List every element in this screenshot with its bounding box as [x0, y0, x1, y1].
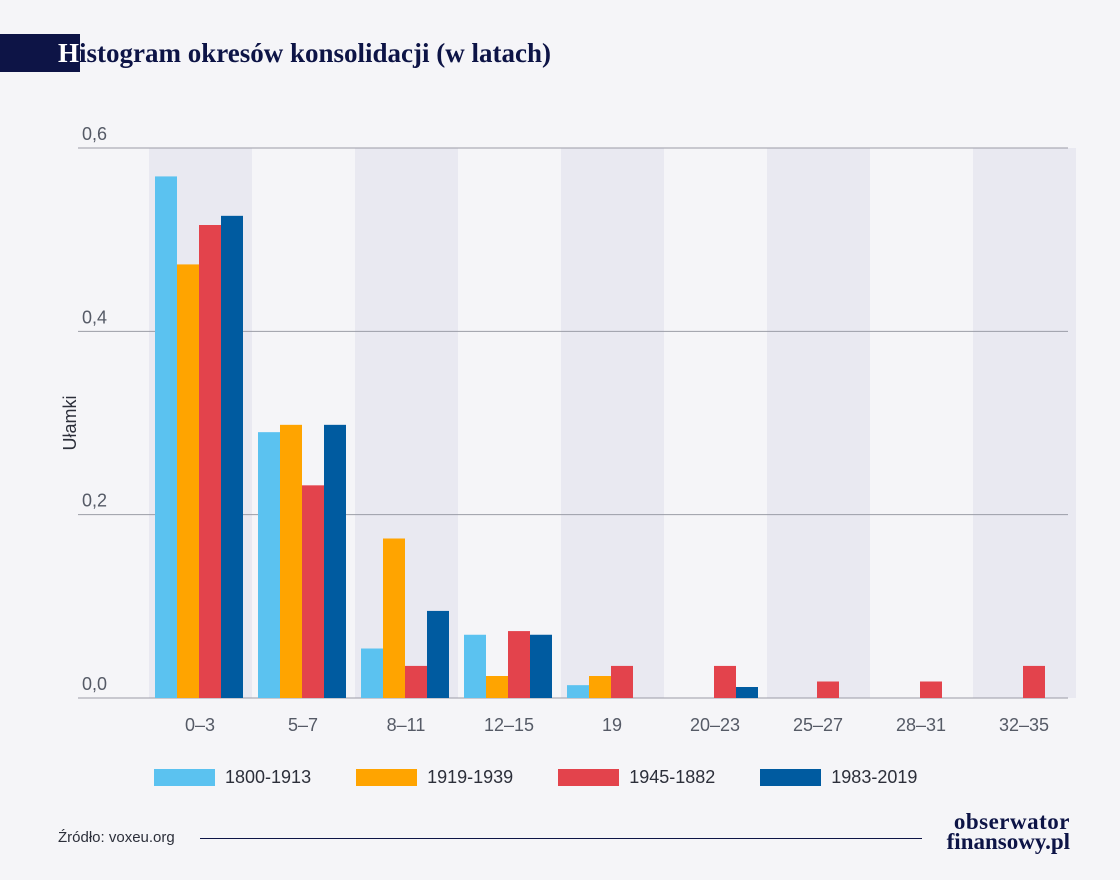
bar-1983-2019-12–15 — [530, 634, 552, 698]
bar-1945-1882-25–27 — [817, 681, 839, 698]
bar-1800-1913-12–15 — [464, 634, 486, 698]
x-tick-label: 20–23 — [690, 715, 740, 735]
x-tick-label: 28–31 — [896, 715, 946, 735]
bar-1919-1939-12–15 — [486, 676, 508, 698]
legend-label: 1983-2019 — [831, 766, 918, 787]
bar-1983-2019-8–11 — [427, 610, 449, 698]
publisher-logo: obserwator finansowy.pl — [930, 809, 1070, 854]
y-tick-label: 0,0 — [82, 674, 107, 694]
column-band — [561, 148, 664, 698]
bar-1945-1882-20–23 — [714, 665, 736, 698]
x-tick-label: 12–15 — [484, 715, 534, 735]
bar-1945-1882-5–7 — [302, 485, 324, 698]
legend-item-1919-1939: 1919-1939 — [356, 767, 513, 788]
bar-1945-1882-28–31 — [920, 681, 942, 698]
x-tick-label: 19 — [602, 715, 622, 735]
bar-1919-1939-8–11 — [383, 538, 405, 698]
x-tick-label: 25–27 — [793, 715, 843, 735]
legend-label: 1800-1913 — [225, 766, 312, 787]
logo-line-2: finansowy.pl — [946, 829, 1070, 854]
x-tick-label: 8–11 — [387, 715, 426, 735]
y-tick-labels: 0,0 0,2 0,4 0,6 — [82, 124, 107, 694]
legend-item-1945-1882: 1945-1882 — [558, 767, 715, 788]
legend-label: 1945-1882 — [629, 766, 716, 787]
chart-canvas: 0,0 0,2 0,4 0,6 0–3 5–7 8–11 12–15 19 20–23 25–27… — [60, 124, 1076, 735]
x-tick-label: 0–3 — [185, 715, 215, 735]
chart-title: Histogram okresów konsolidacji (w latach… — [58, 34, 551, 72]
legend: 1800-1913 1919-1939 1945-1882 1983-2019 — [154, 762, 962, 792]
bar-1919-1939-0–3 — [177, 264, 199, 698]
bar-1983-2019-0–3 — [221, 215, 243, 699]
legend-item-1800-1913: 1800-1913 — [154, 767, 311, 788]
legend-swatch — [356, 768, 418, 786]
legend-item-1983-2019: 1983-2019 — [760, 767, 917, 788]
column-band — [973, 148, 1076, 698]
x-tick-label: 32–35 — [999, 715, 1049, 735]
footer-divider — [200, 838, 922, 839]
title-initial: H — [58, 38, 80, 68]
bar-1800-1913-8–11 — [361, 648, 383, 698]
x-tick-labels: 0–3 5–7 8–11 12–15 19 20–23 25–27 28–31 32–35 — [185, 715, 1049, 735]
logo-line-1: obserwator — [953, 809, 1070, 834]
bar-1800-1913-5–7 — [258, 432, 280, 698]
bar-1945-1882-8–11 — [405, 665, 427, 698]
source-note: Źródło: voxeu.org — [58, 829, 175, 846]
legend-swatch — [558, 768, 620, 786]
bar-1983-2019-5–7 — [324, 424, 346, 698]
bar-1800-1913-0–3 — [155, 176, 177, 698]
title-accent-bar — [0, 34, 80, 72]
bars — [155, 176, 1045, 699]
legend-label: 1919-1939 — [427, 766, 514, 787]
bar-1919-1939-5–7 — [280, 424, 302, 698]
title-text: istogram okresów konsolidacji (w latach) — [79, 38, 552, 68]
bar-1945-1882-19 — [611, 665, 633, 698]
column-band — [767, 148, 870, 698]
bar-1945-1882-32–35 — [1023, 665, 1045, 698]
legend-swatch — [760, 768, 822, 786]
y-tick-label: 0,4 — [82, 307, 107, 327]
bar-1945-1882-0–3 — [199, 225, 221, 698]
bar-1800-1913-19 — [567, 685, 589, 698]
y-tick-label: 0,6 — [82, 124, 107, 144]
bar-1983-2019-20–23 — [736, 687, 758, 698]
bar-1919-1939-19 — [589, 676, 611, 698]
bar-1945-1882-12–15 — [508, 631, 530, 698]
y-tick-label: 0,2 — [82, 491, 107, 511]
legend-swatch — [154, 768, 215, 786]
x-tick-label: 5–7 — [288, 715, 318, 735]
column-band — [355, 148, 458, 698]
y-axis-label: Ułamki — [60, 395, 80, 450]
